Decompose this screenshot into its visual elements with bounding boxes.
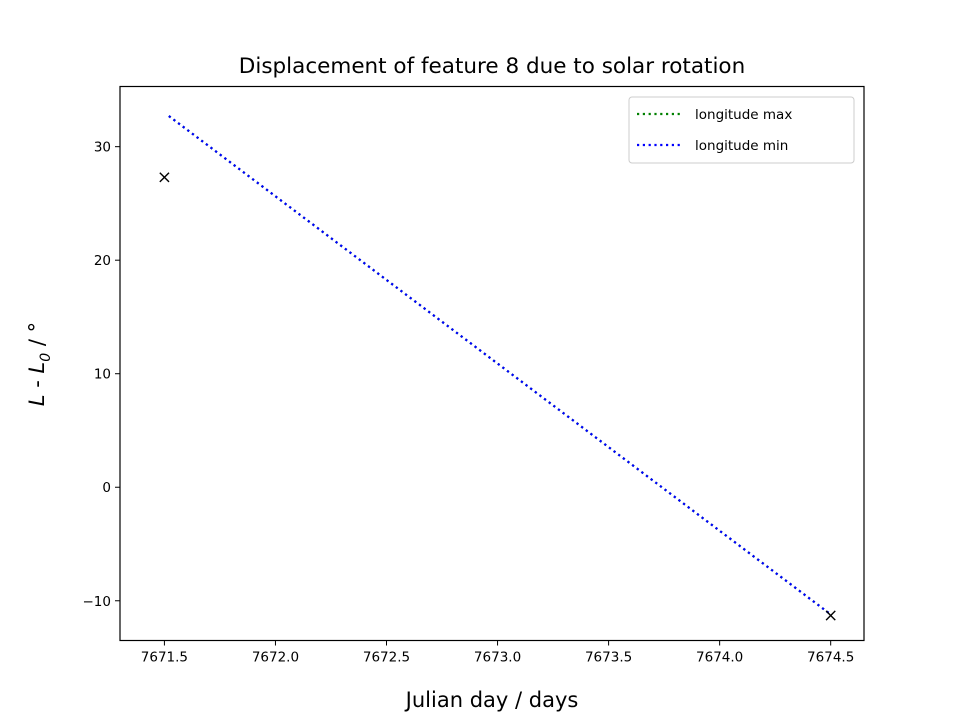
data-point-marker	[159, 172, 170, 183]
y-tick-label: 20	[94, 253, 111, 269]
x-tick-label: 7674.5	[807, 650, 854, 666]
x-tick-label: 7672.5	[363, 650, 410, 666]
x-tick-label: 7674.0	[696, 650, 743, 666]
y-tick-label: 10	[94, 367, 111, 383]
y-axis-title-sub: 0	[38, 353, 54, 362]
y-axis-title-dash: -	[25, 373, 49, 394]
chart-title: Displacement of feature 8 due to solar r…	[239, 54, 745, 79]
y-axis-title-ref: L	[25, 362, 49, 374]
y-tick-label: −10	[83, 594, 112, 610]
marker-stroke	[825, 610, 836, 621]
y-tick-label: 0	[102, 480, 111, 496]
y-tick-label: 30	[94, 140, 111, 156]
marker-stroke	[159, 172, 170, 183]
legend-box	[628, 96, 855, 164]
plot-frame	[119, 85, 865, 642]
x-tick-label: 7672.0	[252, 650, 299, 666]
y-axis-title-var: L	[25, 394, 49, 406]
legend-label-longitude-min: longitude min	[695, 138, 788, 154]
y-axis-title-unit: / °	[25, 322, 49, 353]
y-axis: −10 0 10 20 30	[83, 140, 120, 610]
legend-label-longitude-max: longitude max	[695, 107, 792, 123]
x-tick-label: 7673.5	[585, 650, 632, 666]
x-axis-title: Julian day / days	[404, 688, 579, 712]
y-axis-title: L - L0 / °	[25, 322, 54, 406]
plot-data	[159, 115, 836, 621]
legend: longitude max longitude min	[628, 96, 855, 164]
x-tick-label: 7671.5	[141, 650, 188, 666]
x-axis: 7671.5 7672.0 7672.5 7673.0 7673.5 7674.0 7674…	[141, 640, 854, 666]
x-tick-label: 7673.0	[474, 650, 521, 666]
data-point-marker	[825, 610, 836, 621]
series-line-longitude-min	[168, 115, 832, 616]
